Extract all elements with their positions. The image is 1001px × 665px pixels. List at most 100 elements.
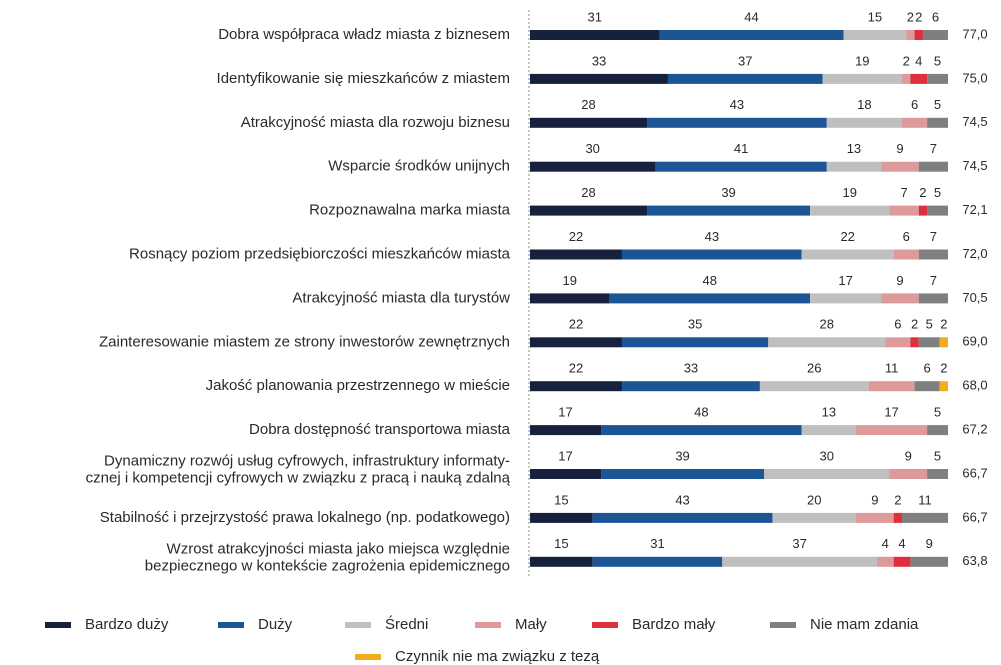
bar-segment <box>889 205 919 216</box>
category-label: Zainteresowanie miastem ze strony inwest… <box>99 333 510 350</box>
bar-segment <box>906 30 915 40</box>
bar-segment <box>927 73 948 84</box>
score-label: 70,5 <box>962 290 987 305</box>
bar-segment <box>768 337 886 348</box>
value-label: 18 <box>857 97 871 112</box>
value-label: 6 <box>894 317 901 332</box>
bar-segment <box>530 161 656 172</box>
bar-segment <box>601 425 802 436</box>
bar-segment <box>764 469 890 479</box>
value-label: 2 <box>911 317 918 332</box>
value-label: 9 <box>896 141 903 156</box>
legend-label: Nie mam zdania <box>810 616 919 633</box>
value-label: 44 <box>744 9 758 24</box>
bar-segment <box>621 337 769 348</box>
bar-segment <box>822 73 903 84</box>
value-label: 30 <box>585 141 599 156</box>
value-label: 43 <box>675 492 689 507</box>
bar-segment <box>927 469 948 479</box>
value-label: 22 <box>569 229 583 244</box>
category-label: Atrakcyjność miasta dla turystów <box>292 289 510 306</box>
value-label: 48 <box>703 273 717 288</box>
category-label: Wzrost atrakcyjności miasta jako miejsca… <box>145 540 510 574</box>
value-label: 22 <box>840 229 854 244</box>
value-label: 20 <box>807 492 821 507</box>
bar-segment <box>655 161 827 172</box>
bar-segment <box>902 73 911 84</box>
bar-segment <box>601 469 765 479</box>
bar-segment <box>667 73 823 84</box>
value-label: 5 <box>934 405 941 420</box>
bar-segment <box>647 205 811 216</box>
value-label: 15 <box>868 9 882 24</box>
value-label: 28 <box>581 185 595 200</box>
value-label: 11 <box>918 492 932 507</box>
value-label: 15 <box>554 492 568 507</box>
value-label: 6 <box>932 9 939 24</box>
bar-segment <box>910 556 948 567</box>
bar-segment <box>893 556 911 567</box>
score-label: 68,0 <box>962 378 987 393</box>
bar-segment <box>801 425 857 436</box>
bar-segment <box>856 512 894 523</box>
category-label: Identyfikowanie się mieszkańców z miaste… <box>217 70 510 87</box>
value-label: 37 <box>792 536 806 551</box>
value-label: 17 <box>558 405 572 420</box>
bar-segment <box>927 425 948 436</box>
bar-segment <box>530 30 660 40</box>
category-label: Dynamiczny rozwój usług cyfrowych, infra… <box>86 452 511 486</box>
value-label: 9 <box>905 448 912 463</box>
value-label: 4 <box>882 536 889 551</box>
legend-label: Bardzo duży <box>85 616 169 633</box>
bar-segment <box>910 337 919 348</box>
value-label: 33 <box>592 53 606 68</box>
bar-segment <box>918 293 948 304</box>
bar-segment <box>881 161 919 172</box>
value-label: 31 <box>650 536 664 551</box>
bar-segment <box>910 73 928 84</box>
legend-label: Duży <box>258 616 293 633</box>
bar-segment <box>826 161 882 172</box>
value-label: 28 <box>820 317 834 332</box>
bar-segment <box>759 381 869 392</box>
bar-segment <box>621 381 760 392</box>
value-label: 6 <box>903 229 910 244</box>
score-label: 69,0 <box>962 334 987 349</box>
legend-swatch <box>345 622 371 628</box>
bar-segment <box>530 117 648 128</box>
category-label: Stabilność i przejrzystość prawa lokalne… <box>100 509 510 526</box>
bar-segment <box>592 556 723 567</box>
score-label: 72,1 <box>962 202 987 217</box>
legend-label: Średni <box>385 615 428 633</box>
bar-segment <box>659 30 844 40</box>
category-label: Atrakcyjność miasta dla rozwoju biznesu <box>241 114 510 131</box>
score-label: 63,8 <box>962 553 987 568</box>
value-label: 35 <box>688 317 702 332</box>
category-label: Jakość planowania przestrzennego w mieśc… <box>206 377 510 394</box>
value-label: 2 <box>919 185 926 200</box>
score-label: 66,7 <box>962 465 987 480</box>
bar-segment <box>881 293 919 304</box>
value-label: 19 <box>843 185 857 200</box>
bar-segment <box>592 512 773 523</box>
bar-segment <box>914 381 940 392</box>
bar-segment <box>893 249 919 260</box>
value-label: 22 <box>569 361 583 376</box>
bar-segment <box>810 293 882 304</box>
bar-segment <box>826 117 903 128</box>
value-label: 48 <box>694 405 708 420</box>
value-label: 9 <box>871 492 878 507</box>
score-label: 74,5 <box>962 114 987 129</box>
bar-segment <box>530 293 610 304</box>
bar-segment <box>914 30 923 40</box>
bar-segment <box>885 337 911 348</box>
value-label: 6 <box>911 97 918 112</box>
bar-segment <box>647 117 827 128</box>
value-label: 33 <box>684 361 698 376</box>
bar-segment <box>801 249 894 260</box>
bar-segment <box>868 381 915 392</box>
legend-swatch <box>475 622 501 628</box>
value-label: 26 <box>807 361 821 376</box>
legend-swatch <box>355 654 381 660</box>
bar-segment <box>918 161 948 172</box>
